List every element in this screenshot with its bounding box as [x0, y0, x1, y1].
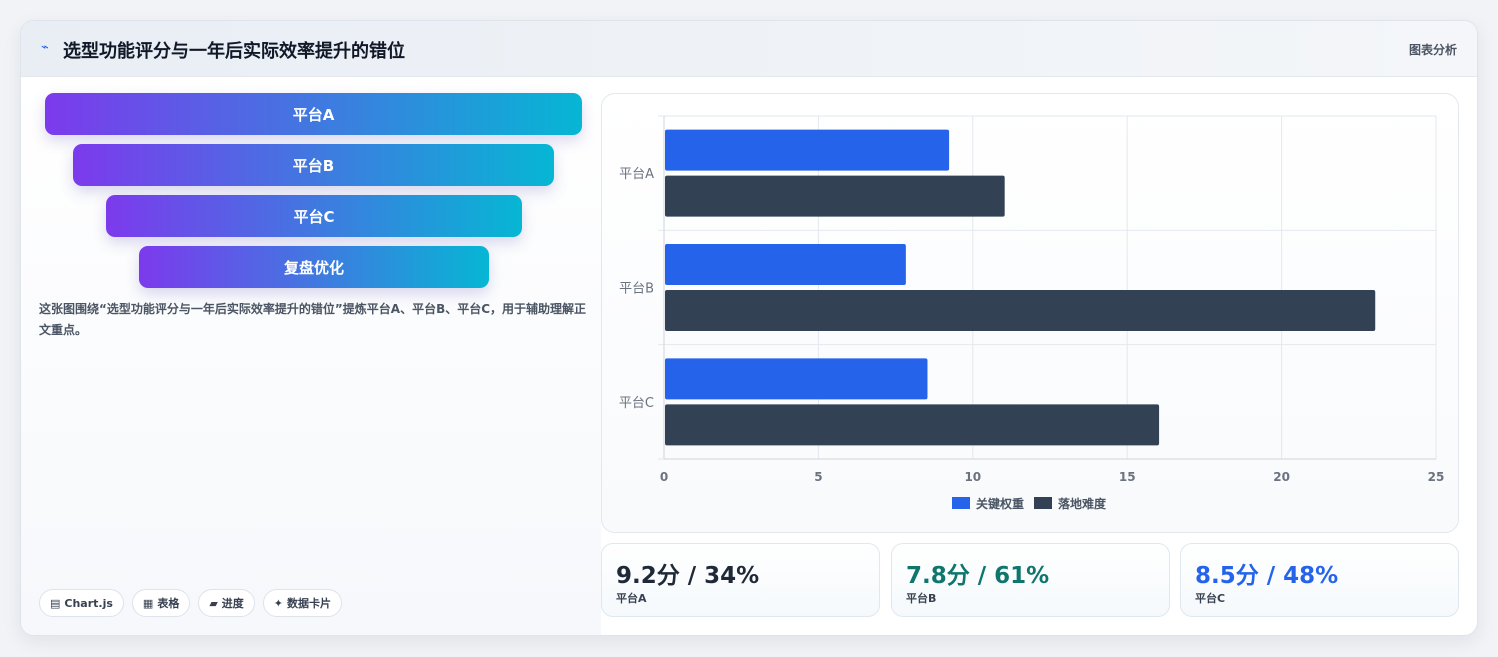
bar — [665, 290, 1376, 331]
chip-row: ▤ Chart.js ▦ 表格 ▰ 进度 ✦ 数据卡片 — [39, 589, 343, 617]
funnel-step-4: 复盘优化 — [139, 246, 489, 288]
stat-value: 8.5分 / 48% — [1195, 563, 1339, 589]
left-panel: 平台A 平台B 平台C 复盘优化 这张图围绕“选型功能评分与一年后实际效率提升的… — [21, 77, 601, 635]
chip-table[interactable]: ▦ 表格 — [131, 589, 191, 617]
chip-label: 数据卡片 — [287, 597, 332, 610]
stat-card-a: 9.2分 / 34% 平台A — [601, 543, 880, 617]
funnel-step-2: 平台B — [73, 144, 554, 186]
x-tick-label: 15 — [1119, 470, 1136, 484]
stat-label: 平台C — [1195, 592, 1226, 605]
y-tick-label: 平台A — [619, 167, 654, 182]
x-tick-label: 25 — [1428, 470, 1445, 484]
chart-description: 这张图围绕“选型功能评分与一年后实际效率提升的错位”提炼平台A、平台B、平台C，… — [39, 302, 587, 337]
stat-label: 平台B — [906, 592, 937, 605]
chip-progress[interactable]: ▰ 进度 — [198, 589, 255, 617]
chart-card: ⌁ 选型功能评分与一年后实际效率提升的错位 图表分析 平台A 平台B 平台C 复… — [20, 20, 1478, 636]
stat-value: 7.8分 / 61% — [906, 563, 1050, 589]
legend-swatch — [1034, 497, 1052, 509]
card-header: ⌁ 选型功能评分与一年后实际效率提升的错位 图表分析 — [21, 21, 1477, 77]
x-tick-label: 5 — [814, 470, 822, 484]
chip-chartjs[interactable]: ▤ Chart.js — [39, 589, 124, 617]
stat-card-c: 8.5分 / 48% 平台C — [1180, 543, 1459, 617]
x-tick-label: 0 — [660, 470, 668, 484]
sparkle-icon: ✦ — [273, 596, 284, 610]
x-tick-label: 10 — [964, 470, 981, 484]
chip-label: 进度 — [221, 597, 244, 610]
stat-value: 9.2分 / 34% — [616, 563, 760, 589]
line-icon: ⌁ — [41, 40, 49, 55]
y-tick-label: 平台C — [619, 396, 654, 411]
funnel-step-1: 平台A — [45, 93, 582, 135]
bar — [665, 244, 906, 285]
progress-icon: ▰ — [209, 596, 218, 610]
chart-panel: 0 5 10 15 20 25 平台A 平台B 平台C 关键权重 落地难度 — [601, 93, 1459, 533]
bar — [665, 129, 950, 171]
chip-label: Chart.js — [64, 596, 113, 610]
bar — [665, 175, 1005, 217]
chip-label: 表格 — [157, 597, 180, 610]
bar — [665, 404, 1160, 446]
legend-label: 关键权重 — [976, 496, 1024, 511]
chip-data-card[interactable]: ✦ 数据卡片 — [262, 589, 343, 617]
table-icon: ▦ — [142, 596, 154, 610]
bar-chart: 0 5 10 15 20 25 平台A 平台B 平台C 关键权重 落地难度 — [619, 115, 1445, 511]
page-title: 选型功能评分与一年后实际效率提升的错位 — [63, 41, 405, 62]
legend-swatch — [952, 497, 970, 509]
header-tag: 图表分析 — [1408, 43, 1457, 57]
legend-label: 落地难度 — [1058, 496, 1107, 511]
bar — [665, 358, 928, 400]
stat-card-b: 7.8分 / 61% 平台B — [891, 543, 1170, 617]
x-tick-label: 20 — [1273, 470, 1290, 484]
chart-icon: ▤ — [50, 596, 61, 610]
stat-label: 平台A — [616, 592, 647, 605]
funnel-step-3: 平台C — [106, 195, 522, 237]
y-tick-label: 平台B — [619, 282, 654, 297]
